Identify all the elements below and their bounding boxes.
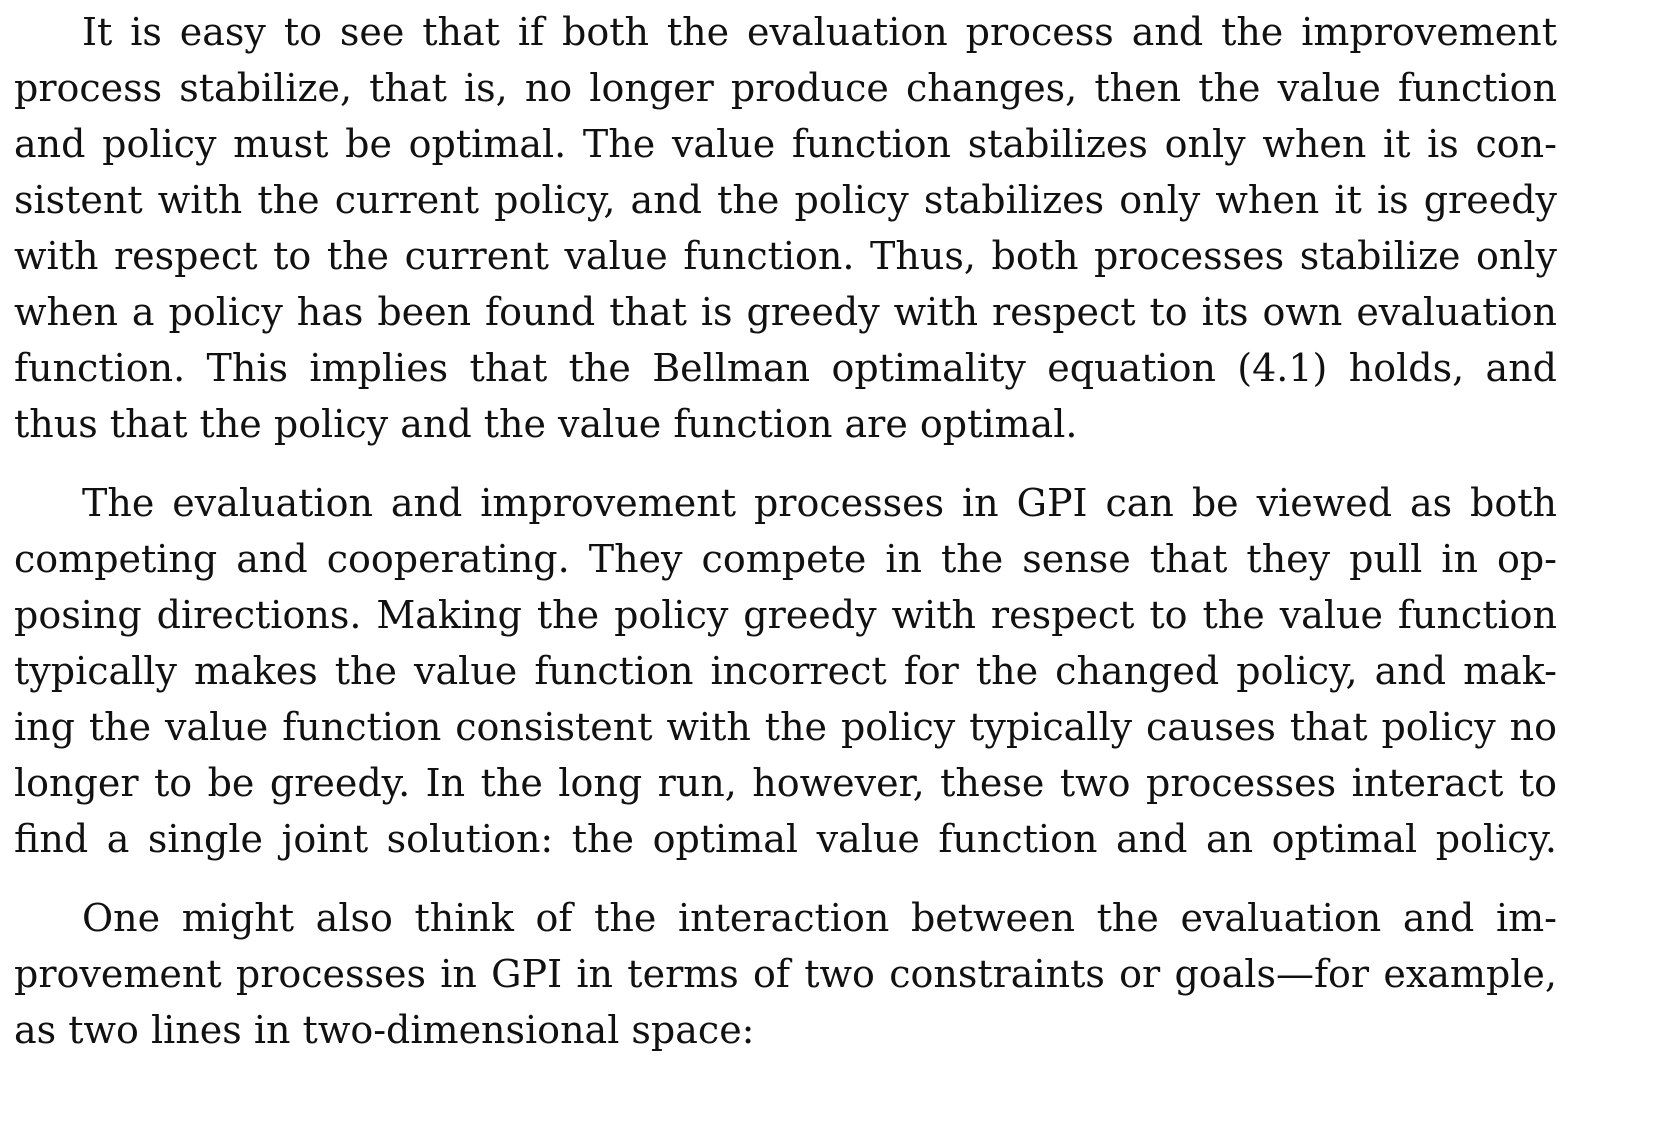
text-line: longer to be greedy. In the long run, ho… bbox=[14, 761, 1557, 805]
text-line: posing directions. Making the policy gre… bbox=[14, 593, 1557, 637]
text-line: function. This implies that the Bellman … bbox=[14, 346, 1557, 390]
text-line: and policy must be optimal. The value fu… bbox=[14, 122, 1557, 166]
text-line: typically makes the value function incor… bbox=[14, 649, 1557, 693]
text-line: It is easy to see that if both the evalu… bbox=[82, 10, 1557, 54]
text-line: The evaluation and improvement processes… bbox=[82, 481, 1557, 525]
text-line: find a single joint solution: the optima… bbox=[14, 817, 1557, 861]
text-line: with respect to the current value functi… bbox=[14, 234, 1557, 278]
text-line: as two lines in two-dimensional space: bbox=[14, 1008, 755, 1052]
text-line: ing the value function consistent with t… bbox=[14, 705, 1557, 749]
text-line: competing and cooperating. They compete … bbox=[14, 537, 1557, 581]
text-line: provement processes in GPI in terms of t… bbox=[14, 952, 1557, 996]
text-line: sistent with the current policy, and the… bbox=[14, 178, 1557, 222]
text-line: One might also think of the interaction … bbox=[82, 896, 1557, 940]
text-line: when a policy has been found that is gre… bbox=[14, 290, 1557, 334]
text-line: thus that the policy and the value funct… bbox=[14, 402, 1078, 446]
text-line: process stabilize, that is, no longer pr… bbox=[14, 66, 1557, 110]
